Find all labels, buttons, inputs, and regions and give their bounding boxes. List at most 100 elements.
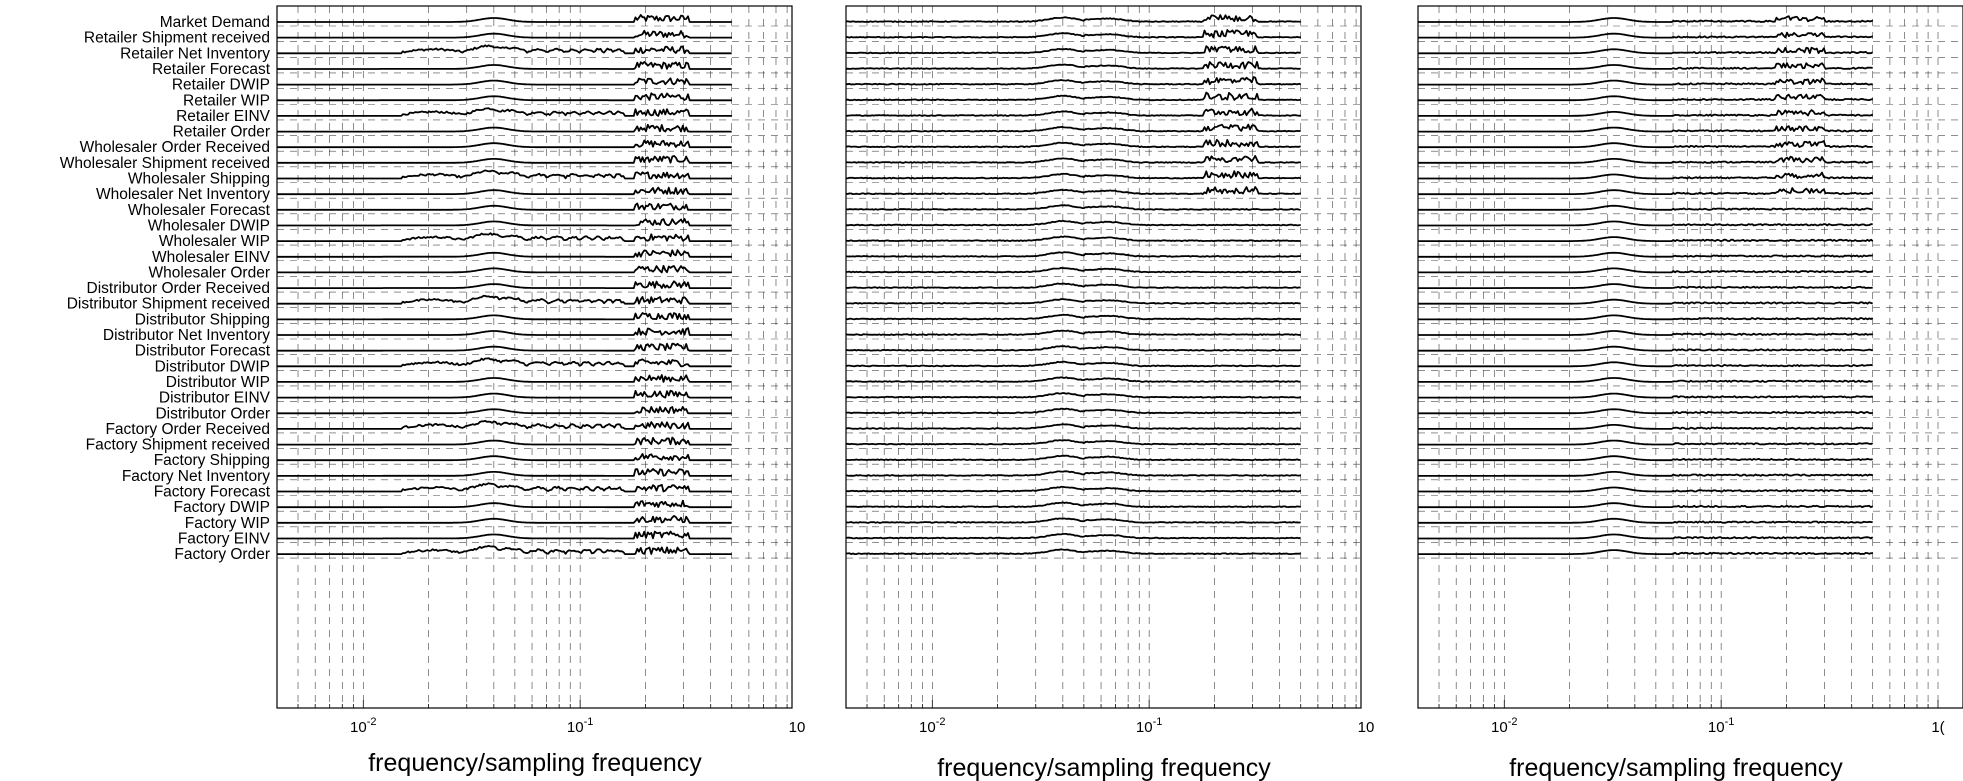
- spectrum-line: [846, 407, 1301, 415]
- spectrum-line: [277, 312, 732, 321]
- spectrum-line: [277, 155, 732, 164]
- spectrum-line: [1418, 424, 1874, 430]
- panel-left: 10-2 10-1 10 frequency/sampling frequency: [276, 5, 806, 777]
- row-label: Wholesaler WIP: [159, 233, 270, 250]
- panel-middle-traces: [845, 14, 1361, 559]
- spectrum-line: [277, 265, 732, 274]
- row-label: Market Demand: [160, 14, 270, 31]
- row-label: Factory Order: [174, 546, 270, 563]
- row-label: Wholesaler EINV: [152, 249, 271, 266]
- x-tick-label: 1(: [1931, 719, 1944, 736]
- spectrum-line: [1418, 31, 1873, 39]
- row-label: Distributor Shipment received: [67, 296, 270, 313]
- spectrum-line: [845, 170, 1302, 180]
- spectrum-line: [845, 345, 1301, 352]
- spectrum-line: [277, 139, 732, 149]
- spectrum-line: [1418, 62, 1873, 70]
- spectrum-line: [845, 29, 1301, 39]
- spectrum-line: [845, 470, 1301, 477]
- x-tick-label: 10-2: [1491, 716, 1517, 736]
- spectrum-line: [277, 406, 732, 415]
- spectrum-line: [1418, 533, 1874, 540]
- spectrum-line: [845, 251, 1301, 258]
- spectrum-line: [1418, 171, 1874, 180]
- spectrum-line: [1418, 455, 1873, 462]
- panel-left-grid: [297, 6, 788, 708]
- spectrum-line: [277, 123, 732, 133]
- row-label: Distributor WIP: [166, 374, 270, 391]
- row-label: Factory Forecast: [154, 484, 271, 501]
- spectrum-line: [277, 453, 732, 462]
- row-label: Retailer Order: [173, 124, 270, 141]
- row-label: Factory Net Inventory: [122, 468, 270, 485]
- spectrum-line: [277, 107, 732, 117]
- spectrum-line: [845, 329, 1301, 336]
- spectrum-line: [1418, 155, 1873, 164]
- row-label: Wholesaler Shipment received: [60, 155, 270, 172]
- spectrum-line: [846, 45, 1301, 55]
- spectrum-line: [277, 202, 732, 211]
- spectrum-line: [845, 298, 1301, 305]
- spectrum-line: [845, 235, 1301, 242]
- spectrum-line: [1418, 471, 1873, 477]
- spectrum-line: [1418, 125, 1874, 133]
- row-label: Factory WIP: [185, 515, 270, 532]
- row-label: Distributor Net Inventory: [103, 327, 270, 344]
- spectrum-line: [845, 282, 1301, 289]
- panel-right-traces: [1418, 15, 1963, 559]
- row-label: Wholesaler Shipping: [128, 171, 270, 188]
- panel-middle-xlabel: frequency/sampling frequency: [937, 754, 1271, 781]
- spectrum-line: [846, 485, 1301, 493]
- row-label: Factory EINV: [178, 531, 271, 548]
- spectrum-line: [845, 76, 1301, 86]
- x-tick-label: 10: [789, 719, 806, 736]
- panel-right: 10-2 10-1 1( frequency/sampling frequency: [1417, 5, 1963, 781]
- x-tick-label: 10-2: [350, 716, 376, 736]
- spectrum-line: [845, 313, 1301, 321]
- spectrum-line: [277, 249, 732, 258]
- spectrum-line: [1418, 345, 1873, 352]
- row-label: Wholesaler DWIP: [148, 218, 270, 235]
- row-label: Factory DWIP: [174, 499, 270, 516]
- spectrum-line: [1418, 361, 1873, 368]
- panel-right-grid: [1438, 6, 1939, 708]
- spectrum-line: [1418, 392, 1873, 399]
- spectrum-line: [845, 61, 1301, 70]
- spectrum-line: [846, 501, 1301, 508]
- spectrum-line: [1418, 204, 1873, 211]
- spectrum-line: [845, 533, 1301, 540]
- panel-right-ticks: 10-2 10-1 1(: [1438, 700, 1945, 736]
- spectrum-line: [846, 454, 1301, 462]
- spectrum-line: [845, 360, 1301, 368]
- spectrum-line: [277, 544, 732, 555]
- spectrum-line: [1418, 330, 1873, 336]
- spectrum-line: [1418, 46, 1874, 55]
- spectrum-line: [1418, 77, 1873, 86]
- spectrum-line: [1418, 439, 1874, 446]
- spectrum-line: [277, 61, 732, 70]
- spectrum-line: [277, 232, 732, 242]
- spectrum-line: [277, 436, 732, 446]
- spectrum-line: [845, 91, 1301, 102]
- spectrum-line: [1418, 109, 1874, 117]
- row-label: Factory Order Received: [105, 421, 270, 438]
- spectrum-line: [845, 204, 1301, 211]
- spectrum-line: [845, 392, 1301, 399]
- row-label: Wholesaler Order Received: [80, 139, 270, 156]
- row-label: Retailer EINV: [176, 108, 271, 125]
- spectrum-line: [1418, 502, 1874, 509]
- spectrum-line: [1418, 283, 1873, 289]
- row-label: Retailer Forecast: [152, 61, 271, 78]
- spectrum-line: [845, 123, 1301, 133]
- spectrum-line: [1418, 377, 1873, 383]
- spectrum-line: [277, 468, 732, 477]
- spectrum-line: [277, 77, 732, 86]
- panel-left-traces: [277, 14, 792, 559]
- spectrum-line: [845, 14, 1301, 23]
- spectrum-line: [277, 92, 732, 102]
- spectrum-line: [1418, 267, 1874, 274]
- row-label: Retailer Net Inventory: [120, 45, 270, 62]
- panel-right-xlabel: frequency/sampling frequency: [1509, 754, 1843, 781]
